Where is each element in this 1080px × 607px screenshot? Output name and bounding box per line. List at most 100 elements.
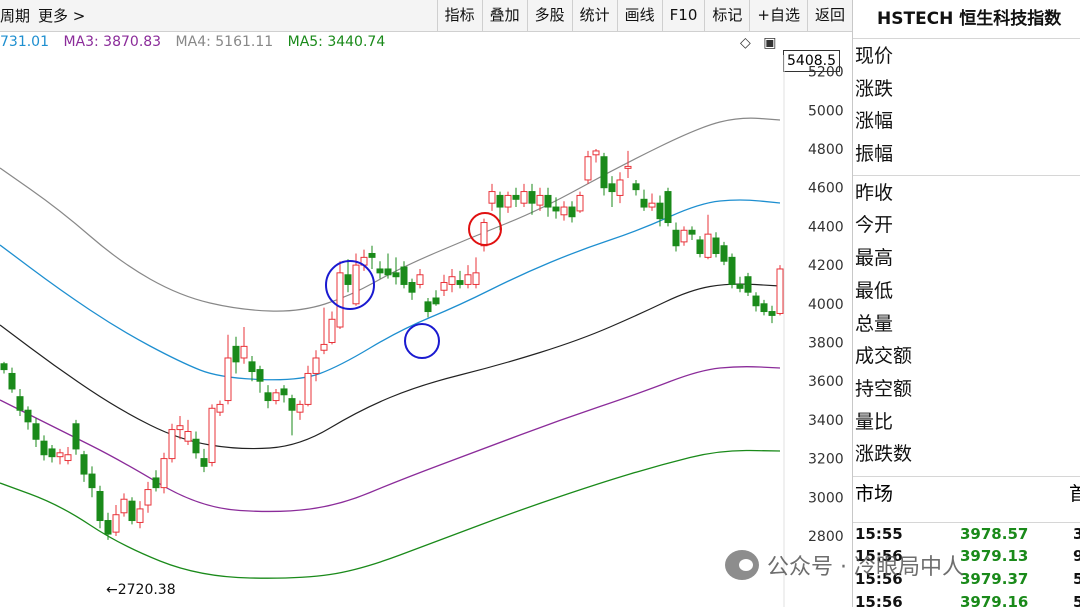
middle-band-line — [0, 283, 781, 450]
trade-volume: 5 — [1073, 593, 1080, 607]
f10-button[interactable]: F10 — [661, 0, 705, 31]
trade-price: 3979.16 — [960, 593, 1029, 607]
market-right-label: 首 — [1069, 483, 1080, 505]
more-button[interactable]: 更多 > — [38, 7, 86, 25]
candle-body — [152, 477, 160, 489]
candle-body — [416, 274, 424, 285]
y-tick-label: 3400 — [808, 413, 844, 429]
candle-body — [576, 194, 584, 212]
blue-circle-marker — [404, 323, 440, 359]
ma-purple-line — [0, 366, 781, 513]
candle-body — [240, 345, 248, 359]
candle-body — [560, 206, 568, 216]
candle-body — [480, 222, 488, 247]
candle-body — [24, 409, 32, 423]
candle-body — [336, 272, 344, 328]
market-label: 市场 — [855, 483, 894, 505]
candle-body — [720, 245, 728, 262]
candle-body — [256, 369, 264, 382]
ma-legend-item: MA5: 3440.74 — [287, 34, 386, 50]
period-button[interactable]: 周期 — [0, 7, 31, 25]
draw-line-button[interactable]: 画线 — [616, 0, 662, 31]
y-tick-label: 5200 — [808, 65, 844, 81]
ma-legend: 731.01 MA3: 3870.83 MA4: 5161.11 MA5: 34… — [0, 31, 395, 53]
candle-body — [120, 498, 128, 514]
candle-body — [296, 403, 304, 413]
candle-body — [520, 191, 528, 204]
candle-body — [160, 458, 168, 489]
candle-body — [136, 508, 144, 523]
candle-body — [664, 191, 672, 224]
upper-band-line — [0, 117, 781, 312]
candle-body — [104, 520, 112, 535]
candle-body — [672, 229, 680, 247]
candle-body — [56, 452, 64, 458]
trade-volume: 3 — [1073, 525, 1080, 543]
market-row: 市场 首 — [853, 476, 1080, 511]
candle-body — [112, 514, 120, 533]
toolbar-buttons: 指标 叠加 多股 统计 画线 F10 标记 +自选 返回 — [436, 0, 852, 31]
indicator-button[interactable]: 指标 — [436, 0, 482, 31]
y-tick-label: 4600 — [808, 181, 844, 197]
candle-body — [584, 156, 592, 181]
candle-body — [176, 425, 184, 431]
candle-body — [440, 282, 448, 291]
label-current-price: 现价 — [855, 45, 894, 67]
candle-body — [624, 165, 632, 169]
candle-body — [752, 295, 760, 307]
candle-body — [64, 454, 72, 462]
candlestick-chart[interactable]: 2800 3000 3200 3400 3600 3800 4000 4200 4400 4600… — [0, 55, 852, 607]
add-watchlist-button[interactable]: +自选 — [749, 0, 807, 31]
candle-body — [424, 301, 432, 313]
trade-time: 15:56 — [855, 593, 903, 607]
mark-button[interactable]: 标记 — [704, 0, 749, 31]
candle-body — [368, 252, 376, 258]
candle-body — [640, 198, 648, 208]
quote-panel: HSTECH 恒生科技指数 现价 涨跌 涨幅 振幅 昨收 今开 最高 最低 总量… — [852, 0, 1080, 607]
trade-price: 3979.13 — [960, 547, 1029, 565]
red-circle-marker — [468, 212, 502, 246]
candle-body — [656, 202, 664, 220]
ma-green-line — [0, 449, 781, 579]
candle-body — [568, 206, 576, 218]
label-change: 涨跌 — [855, 77, 894, 100]
candle-body — [352, 264, 360, 305]
candle-body — [464, 274, 472, 285]
candle-body — [552, 206, 560, 212]
candle-body — [344, 274, 352, 285]
diamond-icon[interactable]: ◇ — [740, 35, 751, 51]
statistics-button[interactable]: 统计 — [571, 0, 617, 31]
candle-body — [72, 423, 80, 450]
trade-price: 3979.37 — [960, 570, 1029, 588]
candle-body — [536, 194, 544, 206]
candle-body — [736, 283, 744, 289]
label-prev-close: 昨收 — [855, 181, 894, 204]
candle-body — [456, 280, 464, 285]
candle-body — [184, 431, 192, 442]
y-tick-label: 5000 — [808, 103, 844, 119]
y-tick-label: 4400 — [808, 219, 844, 235]
candle-body — [384, 268, 392, 276]
candle-body — [496, 194, 504, 208]
candle-body — [312, 357, 320, 374]
back-button[interactable]: 返回 — [806, 0, 852, 31]
label-change-pct: 涨幅 — [855, 110, 894, 133]
candle-body — [448, 276, 456, 285]
candle-body — [744, 276, 752, 293]
multi-stock-button[interactable]: 多股 — [526, 0, 572, 31]
candle-body — [216, 403, 224, 413]
label-volume: 总量 — [855, 312, 894, 335]
toolbar-left: 周期 更多 > — [0, 0, 93, 31]
label-low: 最低 — [855, 279, 894, 302]
y-tick-label: 3600 — [808, 374, 844, 390]
watermark: 公众号 · 冷眼局中人 — [725, 548, 964, 582]
candle-body — [712, 237, 720, 254]
overlay-button[interactable]: 叠加 — [481, 0, 527, 31]
candle-body — [432, 297, 440, 305]
candle-body — [680, 229, 688, 243]
candle-body — [528, 191, 536, 204]
candle-body — [88, 473, 96, 489]
candle-body — [376, 268, 384, 274]
y-tick-label: 3000 — [808, 490, 844, 506]
panel-toggle-icon[interactable]: ▣ — [763, 35, 777, 51]
